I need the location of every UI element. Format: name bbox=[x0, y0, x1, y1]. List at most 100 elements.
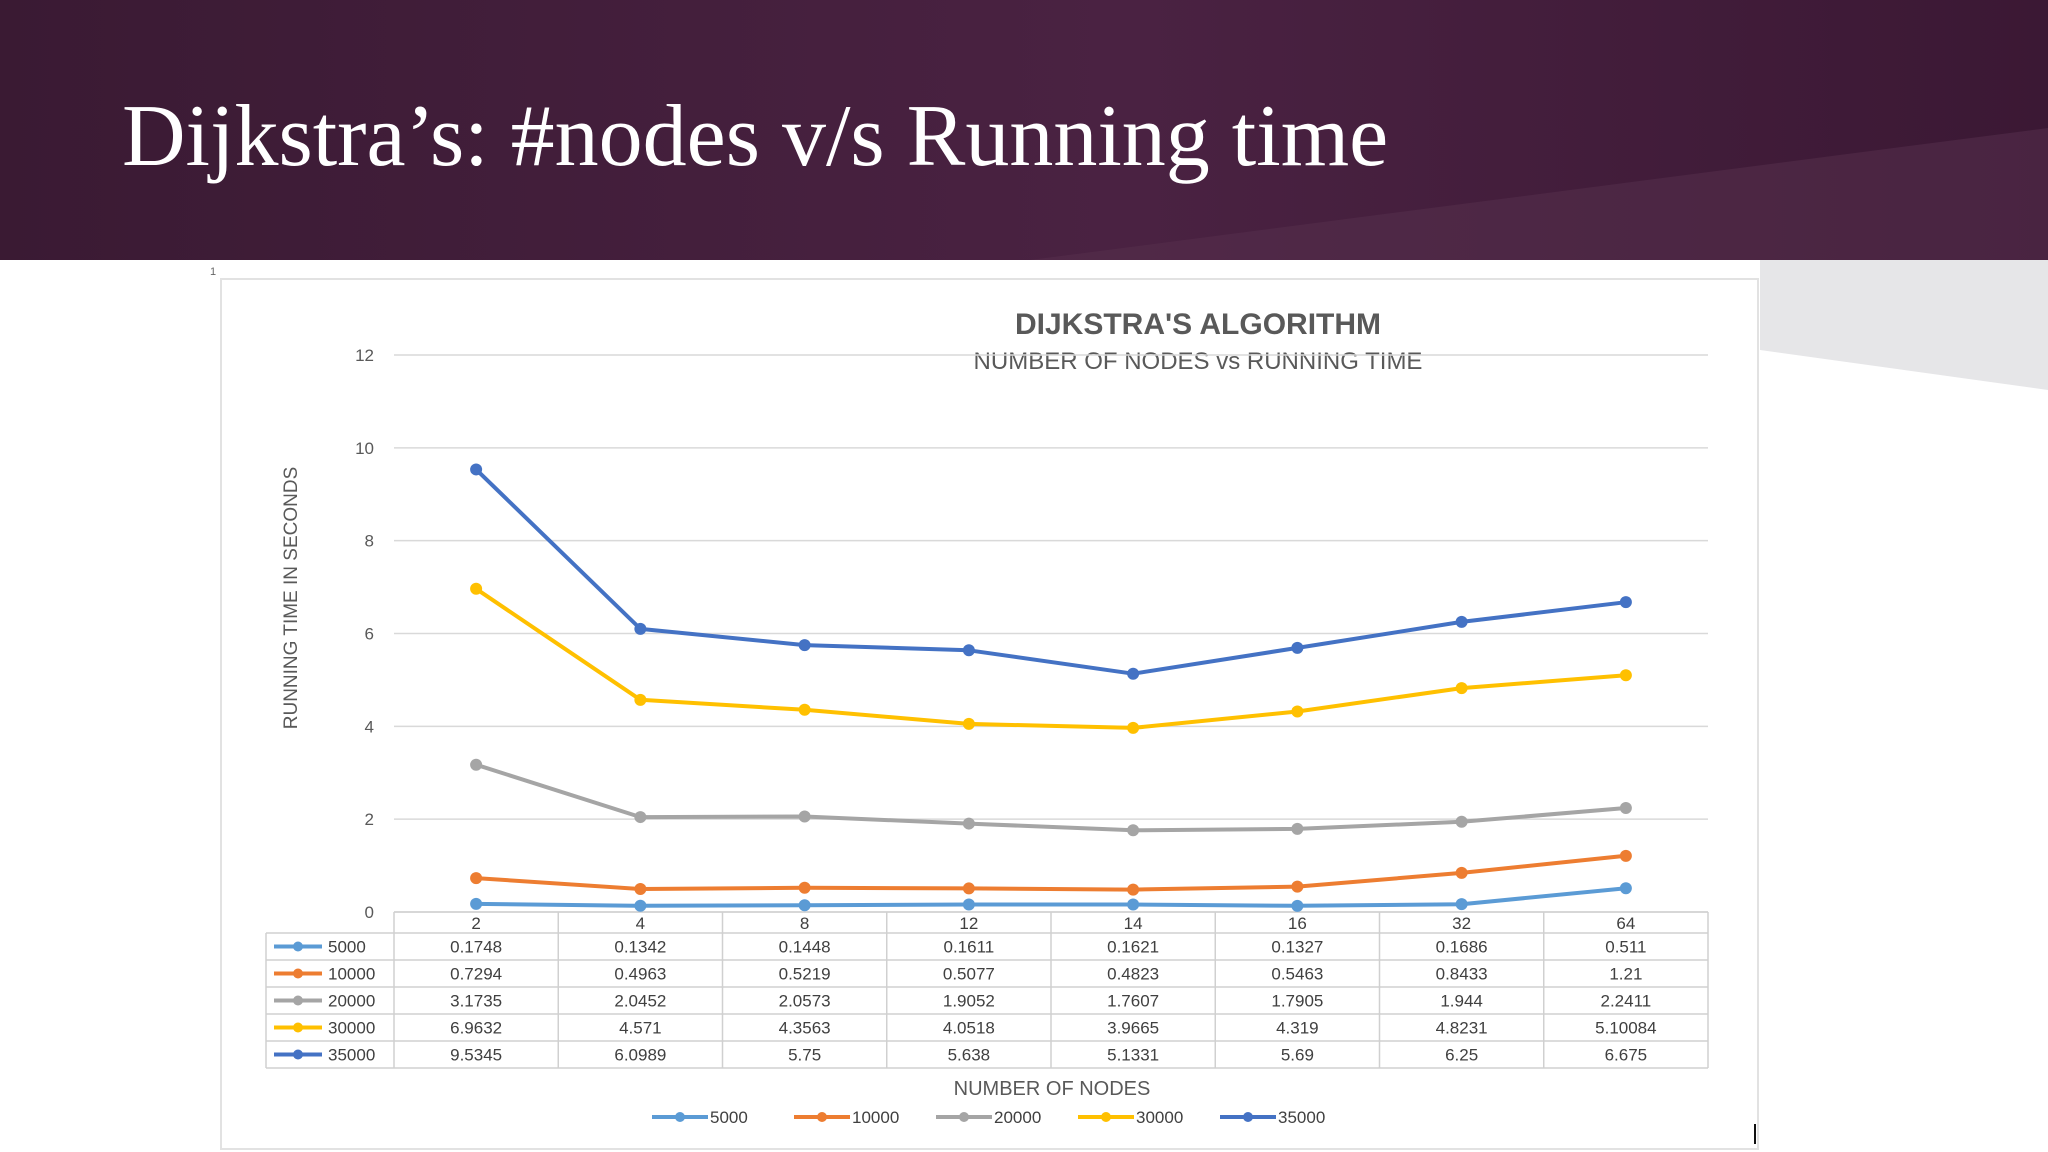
table-legend-key-marker bbox=[293, 941, 303, 952]
table-cell: 0.1621 bbox=[1107, 938, 1159, 957]
table-legend-key-marker bbox=[293, 1049, 303, 1060]
table-legend-key-marker bbox=[293, 968, 303, 979]
data-point bbox=[1619, 801, 1632, 814]
data-point bbox=[1455, 866, 1468, 879]
data-point bbox=[470, 463, 483, 476]
data-point bbox=[634, 811, 647, 824]
legend-label: 30000 bbox=[1136, 1108, 1183, 1127]
x-tick-label: 32 bbox=[1452, 914, 1471, 933]
table-cell: 6.0989 bbox=[614, 1046, 666, 1065]
legend-label: 5000 bbox=[710, 1108, 748, 1127]
chart-subtitle: NUMBER OF NODES vs RUNNING TIME bbox=[974, 348, 1423, 375]
table-cell: 0.1686 bbox=[1436, 938, 1488, 957]
table-cell: 6.9632 bbox=[450, 1019, 502, 1038]
table-cell: 5.69 bbox=[1281, 1046, 1314, 1065]
chart-title: DIJKSTRA'S ALGORITHM bbox=[1015, 308, 1381, 341]
data-point bbox=[1619, 849, 1632, 862]
table-cell: 2.0452 bbox=[614, 992, 666, 1011]
data-point bbox=[1127, 824, 1140, 837]
data-point bbox=[1127, 667, 1140, 680]
y-tick-label: 2 bbox=[365, 810, 374, 829]
x-axis-label: NUMBER OF NODES bbox=[954, 1078, 1151, 1100]
x-tick-label: 12 bbox=[959, 914, 978, 933]
data-point bbox=[634, 899, 647, 912]
data-point bbox=[798, 639, 811, 652]
table-cell: 6.675 bbox=[1605, 1046, 1648, 1065]
table-cell: 1.9052 bbox=[943, 992, 995, 1011]
data-point bbox=[470, 872, 483, 885]
y-tick-label: 0 bbox=[365, 903, 374, 922]
table-cell: 4.8231 bbox=[1436, 1019, 1488, 1038]
table-cell: 0.5219 bbox=[779, 965, 831, 984]
table-cell: 2.0573 bbox=[779, 992, 831, 1011]
table-cell: 0.1342 bbox=[614, 938, 666, 957]
series-line-5000 bbox=[476, 886, 1627, 908]
table-cell: 6.25 bbox=[1445, 1046, 1478, 1065]
y-tick-label: 4 bbox=[365, 717, 374, 736]
data-point bbox=[1291, 899, 1304, 912]
table-cell: 4.319 bbox=[1276, 1019, 1319, 1038]
x-tick-label: 64 bbox=[1616, 914, 1635, 933]
table-cell: 1.21 bbox=[1609, 965, 1642, 984]
table-cell: 0.4963 bbox=[614, 965, 666, 984]
data-point bbox=[798, 703, 811, 716]
data-point bbox=[1619, 882, 1632, 895]
table-cell: 4.0518 bbox=[943, 1019, 995, 1038]
data-point bbox=[1619, 669, 1632, 682]
table-cell: 4.571 bbox=[619, 1019, 662, 1038]
data-point bbox=[634, 882, 647, 895]
y-tick-label: 8 bbox=[365, 532, 374, 551]
data-point bbox=[962, 717, 975, 730]
table-series-name: 10000 bbox=[328, 965, 375, 984]
data-point bbox=[634, 693, 647, 706]
legend-key-marker bbox=[1101, 1112, 1111, 1122]
y-tick-label: 10 bbox=[355, 439, 374, 458]
y-axis-label: RUNNING TIME IN SECONDS bbox=[281, 467, 302, 730]
table-cell: 1.944 bbox=[1440, 992, 1483, 1011]
x-tick-label: 2 bbox=[471, 914, 480, 933]
slide-title: Dijkstra’s: #nodes v/s Running time bbox=[122, 88, 1389, 185]
legend-key-marker bbox=[959, 1112, 969, 1122]
table-series-name: 5000 bbox=[328, 938, 366, 957]
x-tick-label: 14 bbox=[1124, 914, 1143, 933]
banner-decoration bbox=[1030, 128, 2048, 390]
table-cell: 1.7905 bbox=[1271, 992, 1323, 1011]
data-point bbox=[1455, 682, 1468, 695]
table-cell: 0.5463 bbox=[1271, 965, 1323, 984]
table-cell: 5.638 bbox=[948, 1046, 991, 1065]
legend-key-marker bbox=[675, 1112, 685, 1122]
table-cell: 2.2411 bbox=[1601, 992, 1652, 1011]
y-tick-label: 12 bbox=[355, 346, 374, 365]
data-point bbox=[1127, 898, 1140, 911]
text-cursor bbox=[1754, 1124, 1756, 1144]
table-cell: 0.1748 bbox=[450, 938, 502, 957]
series-line-20000 bbox=[475, 762, 1627, 833]
data-point bbox=[1455, 815, 1468, 828]
background-wedge bbox=[1760, 260, 2048, 390]
corner-mark: 1 bbox=[210, 266, 217, 278]
series-line-35000 bbox=[474, 467, 1627, 676]
table-cell: 5.75 bbox=[788, 1046, 821, 1065]
data-point bbox=[470, 758, 483, 771]
data-point bbox=[1619, 596, 1632, 609]
series-line-30000 bbox=[474, 587, 1627, 730]
data-point bbox=[1455, 615, 1468, 628]
table-cell: 5.10084 bbox=[1595, 1019, 1656, 1038]
table-cell: 9.5345 bbox=[450, 1046, 502, 1065]
table-series-name: 35000 bbox=[328, 1046, 375, 1065]
data-point bbox=[470, 897, 483, 910]
data-point bbox=[962, 898, 975, 911]
table-cell: 5.1331 bbox=[1107, 1046, 1159, 1065]
data-point bbox=[962, 882, 975, 895]
table-cell: 0.1448 bbox=[779, 938, 831, 957]
banner-accent-shape bbox=[1030, 128, 2048, 260]
x-tick-label: 4 bbox=[636, 914, 645, 933]
data-point bbox=[798, 881, 811, 894]
table-cell: 0.1611 bbox=[944, 938, 995, 957]
table-cell: 4.3563 bbox=[779, 1019, 831, 1038]
table-cell: 3.1735 bbox=[450, 992, 502, 1011]
data-point bbox=[1291, 705, 1304, 718]
x-tick-label: 16 bbox=[1288, 914, 1307, 933]
table-cell: 3.9665 bbox=[1107, 1019, 1159, 1038]
data-point bbox=[1291, 880, 1304, 893]
